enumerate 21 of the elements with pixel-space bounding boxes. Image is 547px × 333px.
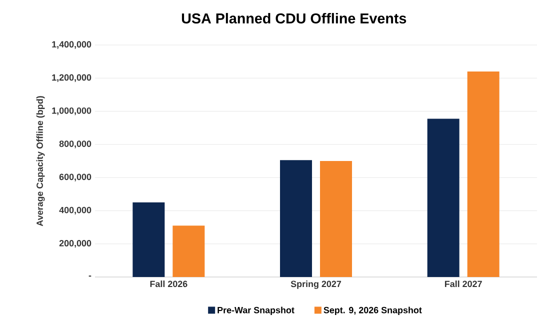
y-tick-label: - (88, 276, 92, 277)
y-tick-label: 800,000 (59, 140, 92, 148)
y-axis-title: Average Capacity Offline (bpd) (36, 96, 45, 226)
y-tick-label: 400,000 (59, 206, 92, 215)
bar (467, 72, 500, 277)
bar (132, 202, 165, 277)
legend-label: Sept. 9, 2026 Snapshot (324, 306, 422, 316)
x-tick-label: Spring 2027 (290, 280, 342, 289)
y-tick-label: 1,000,000 (52, 107, 92, 116)
legend-label: Pre-War Snapshot (218, 306, 294, 316)
chart-title: USA Planned CDU Offline Events (182, 12, 406, 24)
y-tick-label: 1,400,000 (52, 41, 92, 49)
bar (427, 118, 460, 277)
y-tick-label: 600,000 (59, 174, 92, 182)
bar (172, 226, 205, 277)
x-tick-label: Fall 2027 (444, 280, 482, 288)
y-tick-label: 1,200,000 (52, 74, 92, 82)
bar (320, 161, 352, 277)
y-tick-label: 200,000 (59, 240, 92, 248)
x-tick-label: Fall 2026 (150, 280, 188, 288)
bar (280, 160, 312, 277)
